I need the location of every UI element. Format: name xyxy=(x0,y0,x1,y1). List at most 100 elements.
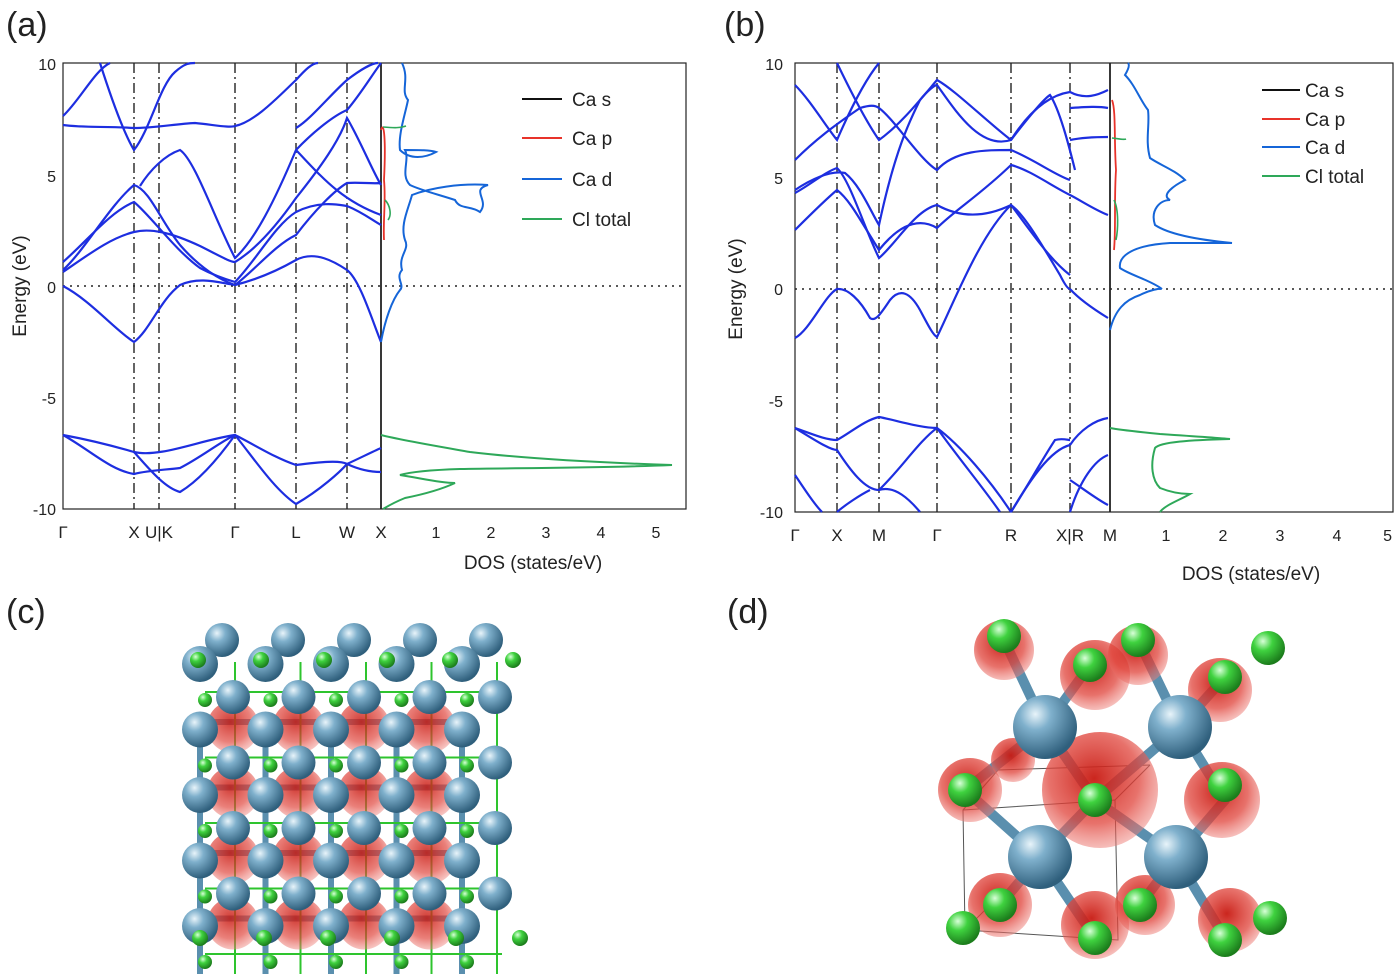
dos-curve-b-cad xyxy=(1109,62,1233,331)
ca-atom-c xyxy=(182,711,218,748)
y-tick-a-5: 5 xyxy=(47,169,56,186)
cl-atom-d xyxy=(948,773,982,807)
band-structure-a: Energy (eV) 10 5 0 -5 -10 Γ xyxy=(10,57,687,542)
legend-a-ca-s: Ca s xyxy=(572,90,611,111)
legend-a-cl-total: Cl total xyxy=(572,210,631,231)
kpath-label-a-6: X xyxy=(375,523,386,542)
cl-atom-c xyxy=(256,930,272,946)
ca-atom-c xyxy=(478,680,512,714)
dos-tick-b-2: 2 xyxy=(1219,528,1228,545)
legend-b-ca-p: Ca p xyxy=(1305,110,1345,131)
cl-atom-c xyxy=(329,758,343,773)
dos-curve-a-cad xyxy=(380,62,489,343)
ca-atom-c xyxy=(403,623,437,657)
cl-atom-c xyxy=(198,693,212,707)
ca-atom-c xyxy=(216,811,250,845)
charge-density-lobe-c xyxy=(403,897,456,950)
ca-atom-c xyxy=(378,777,415,813)
legend-b: Ca s Ca p Ca d Cl total xyxy=(1262,81,1364,188)
ca-atom-c xyxy=(281,745,316,780)
kpath-label-a-2: U|K xyxy=(145,523,174,542)
kpath-label-a-0: Γ xyxy=(58,523,67,542)
cl-atom-c xyxy=(394,824,409,838)
ca-atom-c xyxy=(378,711,415,748)
cl-atom-d xyxy=(1253,901,1287,935)
legend-a-ca-d: Ca d xyxy=(572,170,612,191)
kpath-label-a-3: Γ xyxy=(230,523,239,542)
ca-atom-c xyxy=(313,777,349,813)
panel-label-c: (c) xyxy=(6,593,46,631)
bands-a xyxy=(62,61,383,506)
charge-density-lobe-c xyxy=(207,766,259,819)
charge-density-lobe-c xyxy=(272,766,325,819)
ca-atom-d xyxy=(1144,825,1208,889)
cl-atom-c xyxy=(263,693,278,707)
dos-b: 1 2 3 4 5 DOS (states/eV) Ca s Ca p Ca d… xyxy=(1109,62,1392,585)
ca-atom-c xyxy=(182,842,218,879)
ca-atom-c xyxy=(412,876,447,911)
cl-atom-c xyxy=(198,758,212,773)
kpath-label-b-6: M xyxy=(1103,526,1117,545)
y-tick-b-m10: -10 xyxy=(760,505,783,522)
legend-a: Ca s Ca p Ca d Cl total xyxy=(522,90,631,231)
ca-atom-d xyxy=(1148,695,1212,759)
cl-atom-d xyxy=(946,911,980,945)
dos-tick-a-5: 5 xyxy=(652,525,661,542)
charge-density-lobe-c xyxy=(272,897,325,950)
cl-atom-d xyxy=(1078,783,1112,817)
legend-b-ca-d: Ca d xyxy=(1305,138,1345,159)
y-axis-label-b: Energy (eV) xyxy=(726,238,747,339)
ca-atom-c xyxy=(478,811,512,845)
ca-atom-c xyxy=(347,811,381,845)
y-tick-a-10: 10 xyxy=(38,57,56,74)
cl-atom-c xyxy=(192,930,208,946)
ca-atom-c xyxy=(281,811,316,845)
dos-curve-b-cap xyxy=(1111,99,1117,251)
cl-atom-d xyxy=(1078,921,1112,955)
dos-xlabel-b: DOS (states/eV) xyxy=(1182,564,1320,585)
y-axis-label-a: Energy (eV) xyxy=(10,235,31,336)
cl-atom-c xyxy=(460,693,474,707)
cl-atom-c xyxy=(198,824,212,838)
charge-density-lobe-c xyxy=(338,832,390,884)
ca-atom-c xyxy=(337,623,371,657)
charge-density-lobe-c xyxy=(207,897,259,950)
ca-atom-c xyxy=(182,777,218,813)
dos-curve-b-cl-upper xyxy=(1111,137,1127,241)
charge-density-lobe-c xyxy=(207,832,259,884)
cl-atom-c xyxy=(460,824,474,838)
cl-atom-c xyxy=(263,758,278,773)
y-tick-b-0: 0 xyxy=(774,282,783,299)
cl-atom-c xyxy=(329,955,343,969)
cl-atom-c xyxy=(460,889,474,904)
dos-tick-a-4: 4 xyxy=(597,525,606,542)
ca-atom-c xyxy=(247,908,284,944)
charge-density-lobe-c xyxy=(207,701,259,753)
ca-atom-c xyxy=(205,623,239,657)
ca-atom-c xyxy=(281,680,316,714)
cl-atom-c xyxy=(316,652,332,668)
dos-curve-a-cl xyxy=(380,434,673,510)
y-tick-b-10: 10 xyxy=(765,57,783,74)
kpath-label-b-1: X xyxy=(831,526,842,545)
ca-atom-c xyxy=(313,842,349,879)
ca-atom-c xyxy=(182,908,218,944)
ca-atom-c xyxy=(412,745,447,780)
dos-a: 1 2 3 4 5 DOS (states/eV) Ca s Ca p Ca d… xyxy=(380,62,673,574)
cl-atom-c xyxy=(263,824,278,838)
ca-atom-c xyxy=(347,745,381,780)
ca-atom-c xyxy=(412,811,447,845)
kpath-label-b-5: X|R xyxy=(1056,526,1084,545)
cl-atom-c xyxy=(394,693,409,707)
ca-atom-c xyxy=(469,623,503,657)
cl-atom-d xyxy=(1208,923,1242,957)
cl-atom-d xyxy=(987,619,1021,653)
cl-atom-c xyxy=(329,889,343,904)
ca-atom-c xyxy=(247,842,284,879)
cl-atom-d xyxy=(1123,888,1157,922)
cl-atom-c xyxy=(384,930,400,946)
cl-atom-c xyxy=(394,955,409,969)
cl-atom-c xyxy=(460,758,474,773)
y-tick-b-5: 5 xyxy=(774,171,783,188)
kpath-label-a-4: L xyxy=(291,523,300,542)
